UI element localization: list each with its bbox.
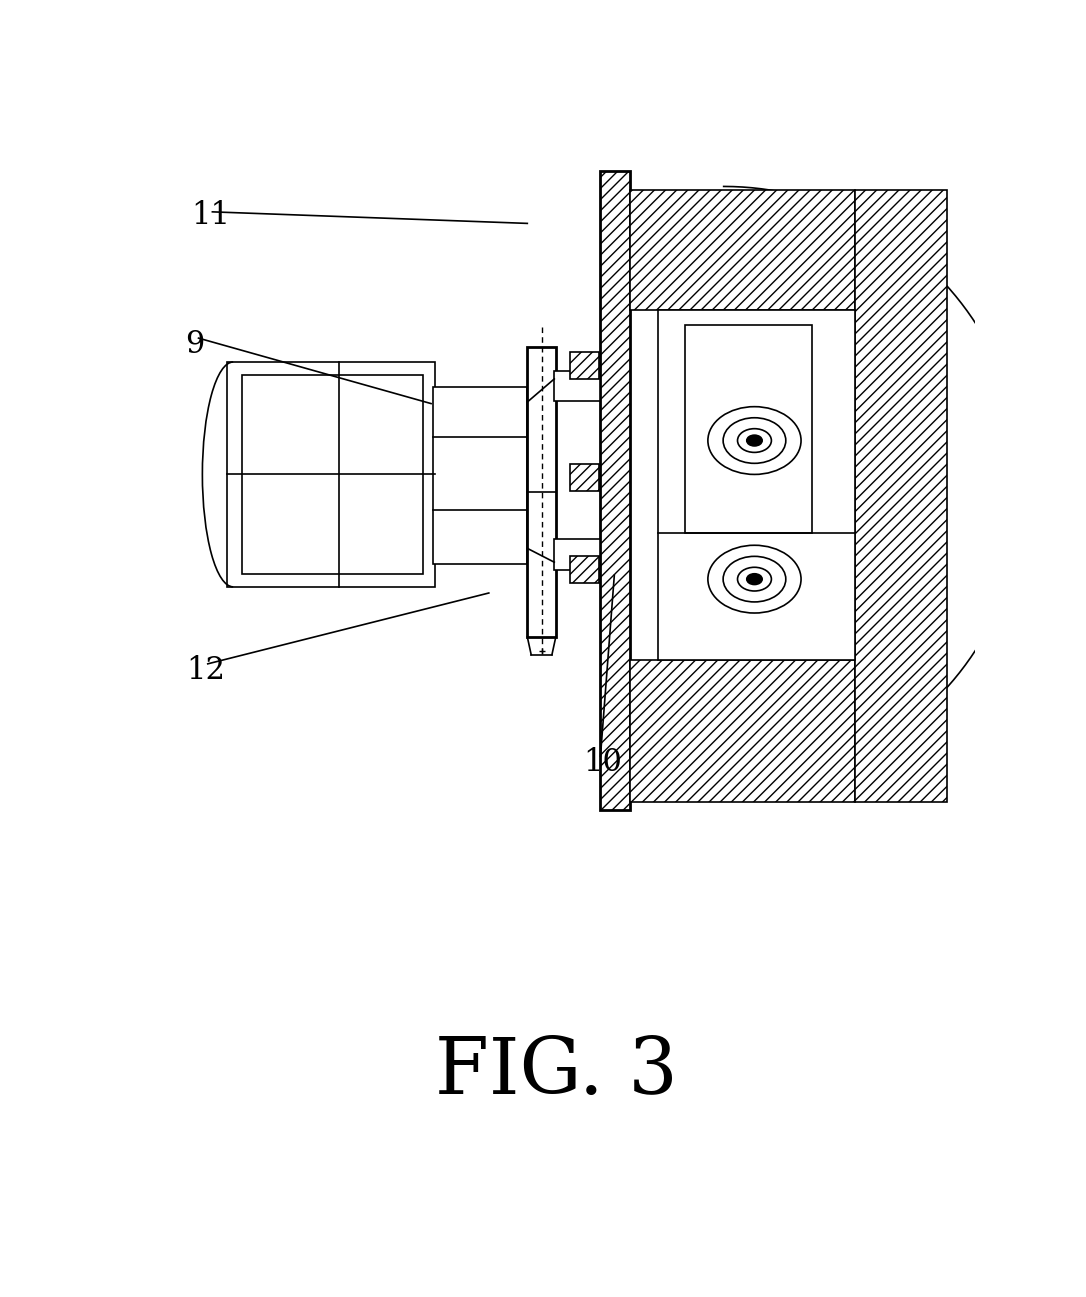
Text: 11: 11	[191, 200, 230, 231]
Polygon shape	[630, 191, 855, 310]
Text: 10: 10	[583, 747, 622, 778]
Polygon shape	[855, 191, 947, 803]
Polygon shape	[554, 540, 601, 569]
Text: 9: 9	[185, 329, 204, 359]
Polygon shape	[658, 310, 855, 660]
Polygon shape	[528, 346, 556, 637]
Polygon shape	[570, 556, 598, 582]
Ellipse shape	[747, 436, 762, 446]
Polygon shape	[601, 171, 630, 811]
Polygon shape	[570, 351, 598, 379]
Polygon shape	[554, 371, 601, 401]
Ellipse shape	[747, 573, 762, 585]
Polygon shape	[227, 362, 434, 586]
Polygon shape	[630, 660, 855, 803]
Text: 12: 12	[186, 655, 225, 686]
Polygon shape	[570, 463, 598, 490]
Text: FIG. 3: FIG. 3	[435, 1034, 678, 1110]
Polygon shape	[433, 387, 528, 564]
